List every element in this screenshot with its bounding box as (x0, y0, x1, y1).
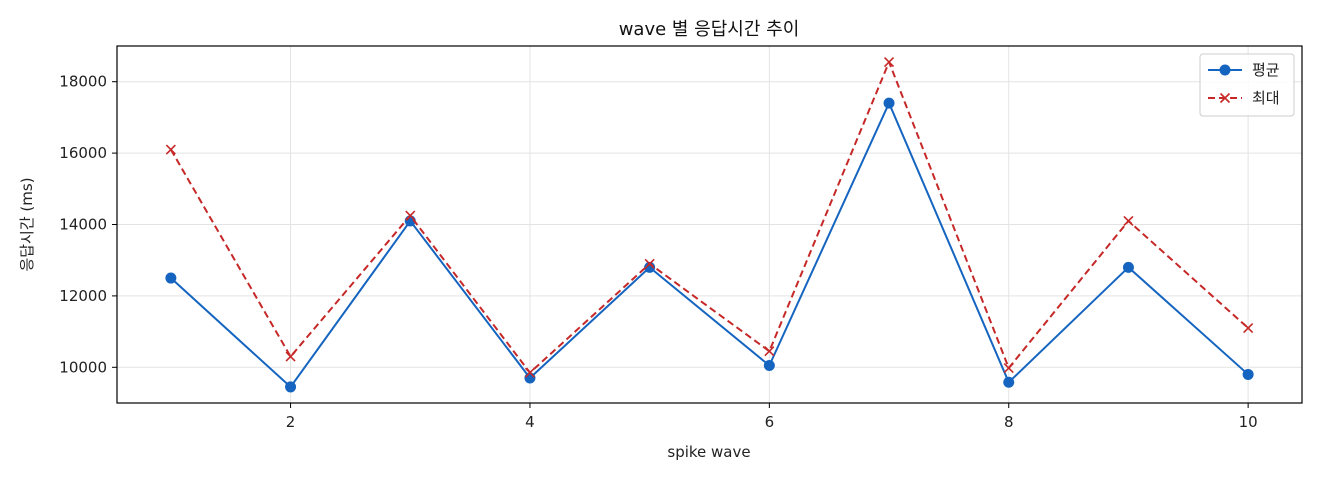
axis-ticks: 2 4 6 8 10 10000 12000 14000 16000 18000 (59, 73, 1257, 431)
chart-title: wave 별 응답시간 추이 (619, 19, 800, 40)
data-point-circle (285, 381, 297, 393)
legend-label: 최대 (1252, 89, 1280, 107)
data-point-x (644, 258, 655, 269)
legend-item: 평균 (1208, 61, 1280, 79)
data-point-circle (1122, 261, 1134, 273)
data-point-x (1243, 322, 1254, 334)
data-point-circle (883, 97, 895, 109)
series-layer (165, 56, 1254, 393)
data-point-x (285, 351, 296, 362)
x-tick-label: 6 (765, 413, 775, 431)
x-axis-label: spike wave (667, 443, 750, 461)
x-tick-label: 8 (1004, 413, 1014, 431)
data-point-circle (165, 272, 177, 284)
data-point-x (165, 144, 176, 155)
data-point-x (764, 346, 775, 357)
y-axis-label: 응답시간 (ms) (18, 177, 36, 271)
y-tick-label: 16000 (59, 144, 107, 162)
data-point-circle (524, 372, 536, 384)
series-line (169, 61, 1249, 374)
y-tick-label: 18000 (59, 73, 107, 91)
series-line (170, 102, 1249, 388)
data-point-x (883, 56, 895, 68)
data-point-x (1003, 362, 1014, 374)
legend-marker-x (1219, 92, 1231, 104)
legend-label: 평균 (1252, 61, 1280, 79)
x-tick-label: 4 (525, 413, 535, 431)
grid (117, 46, 1302, 403)
data-point-circle (1242, 368, 1254, 380)
legend-frame (1199, 53, 1295, 117)
x-tick-label: 2 (286, 413, 296, 431)
y-tick-label: 12000 (59, 287, 107, 305)
legend-item: 최대 (1208, 89, 1280, 107)
series-maximum (165, 56, 1254, 378)
x-tick-label: 10 (1239, 413, 1258, 431)
data-point-x (405, 210, 416, 221)
data-point-circle (763, 360, 775, 372)
legend-marker-circle (1219, 64, 1231, 76)
y-tick-label: 10000 (59, 358, 107, 376)
series-average (165, 97, 1254, 393)
data-point-x (524, 367, 536, 378)
data-point-circle (1003, 376, 1015, 388)
data-point-x (1123, 215, 1134, 226)
y-tick-label: 14000 (59, 216, 107, 234)
